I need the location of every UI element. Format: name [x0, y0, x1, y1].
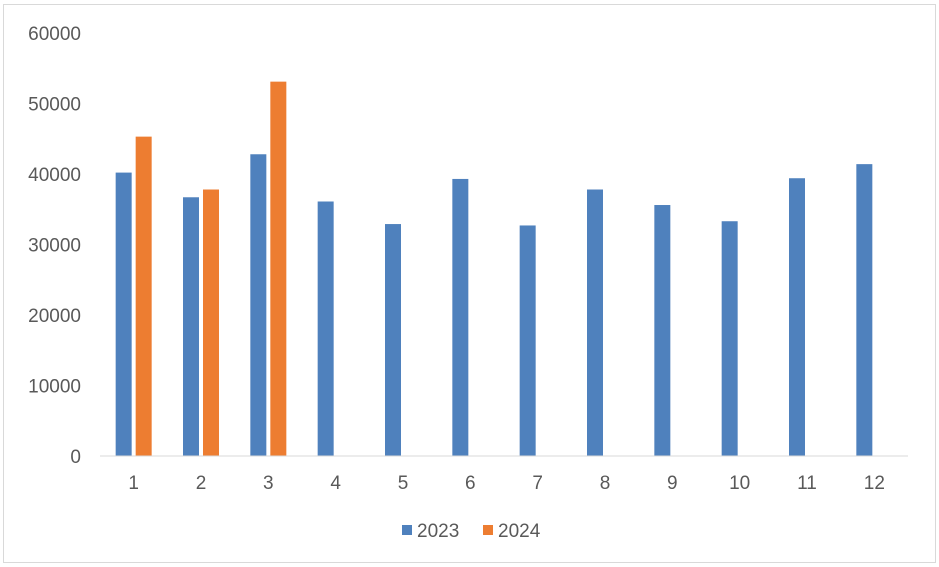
x-tick-label: 2 [196, 473, 207, 494]
bar-2023-6 [452, 178, 469, 456]
legend-swatch-2023 [402, 525, 412, 535]
y-tick-label: 0 [70, 447, 81, 468]
bar-2023-10 [721, 221, 738, 456]
chart-area [3, 4, 936, 563]
legend-swatch-2024 [483, 525, 493, 535]
bar-2023-12 [856, 164, 873, 456]
bar-2024-3 [270, 81, 287, 457]
bar-2023-11 [789, 178, 805, 457]
legend: 2023 2024 [402, 521, 541, 542]
x-axis-labels: 1 2 3 4 5 6 7 8 9 10 11 12 [128, 473, 885, 494]
x-tick-label: 6 [465, 473, 476, 494]
y-tick-label: 40000 [28, 165, 81, 186]
y-tick-label: 10000 [28, 377, 81, 398]
bar-2023-2 [183, 197, 199, 456]
x-tick-label: 5 [398, 473, 409, 494]
x-tick-label: 1 [128, 473, 139, 494]
x-tick-label: 3 [263, 473, 274, 494]
bar-2023-7 [519, 225, 536, 456]
y-axis-labels: 0 10000 20000 30000 40000 50000 60000 [28, 24, 81, 468]
bar-2023-5 [385, 224, 401, 456]
y-tick-label: 50000 [28, 95, 81, 116]
bar-2023-3 [250, 154, 267, 456]
x-tick-label: 7 [532, 473, 543, 494]
y-tick-label: 30000 [28, 236, 81, 257]
bar-2024-1 [135, 136, 152, 456]
x-tick-label: 4 [330, 473, 341, 494]
legend-label: 2024 [498, 521, 541, 542]
x-tick-label: 9 [667, 473, 678, 494]
bar-2024-2 [203, 189, 219, 456]
x-tick-label: 11 [797, 473, 817, 494]
x-tick-label: 12 [864, 473, 885, 494]
y-tick-label: 20000 [28, 306, 81, 327]
plot-area [115, 81, 873, 457]
bar-2023-9 [654, 205, 671, 456]
x-tick-label: 8 [600, 473, 611, 494]
y-tick-label: 60000 [28, 24, 81, 45]
bar-2023-1 [115, 172, 132, 456]
x-tick-label: 10 [729, 473, 750, 494]
legend-label: 2023 [417, 521, 459, 542]
bar-2023-4 [317, 201, 334, 456]
bar-2023-8 [587, 189, 603, 456]
